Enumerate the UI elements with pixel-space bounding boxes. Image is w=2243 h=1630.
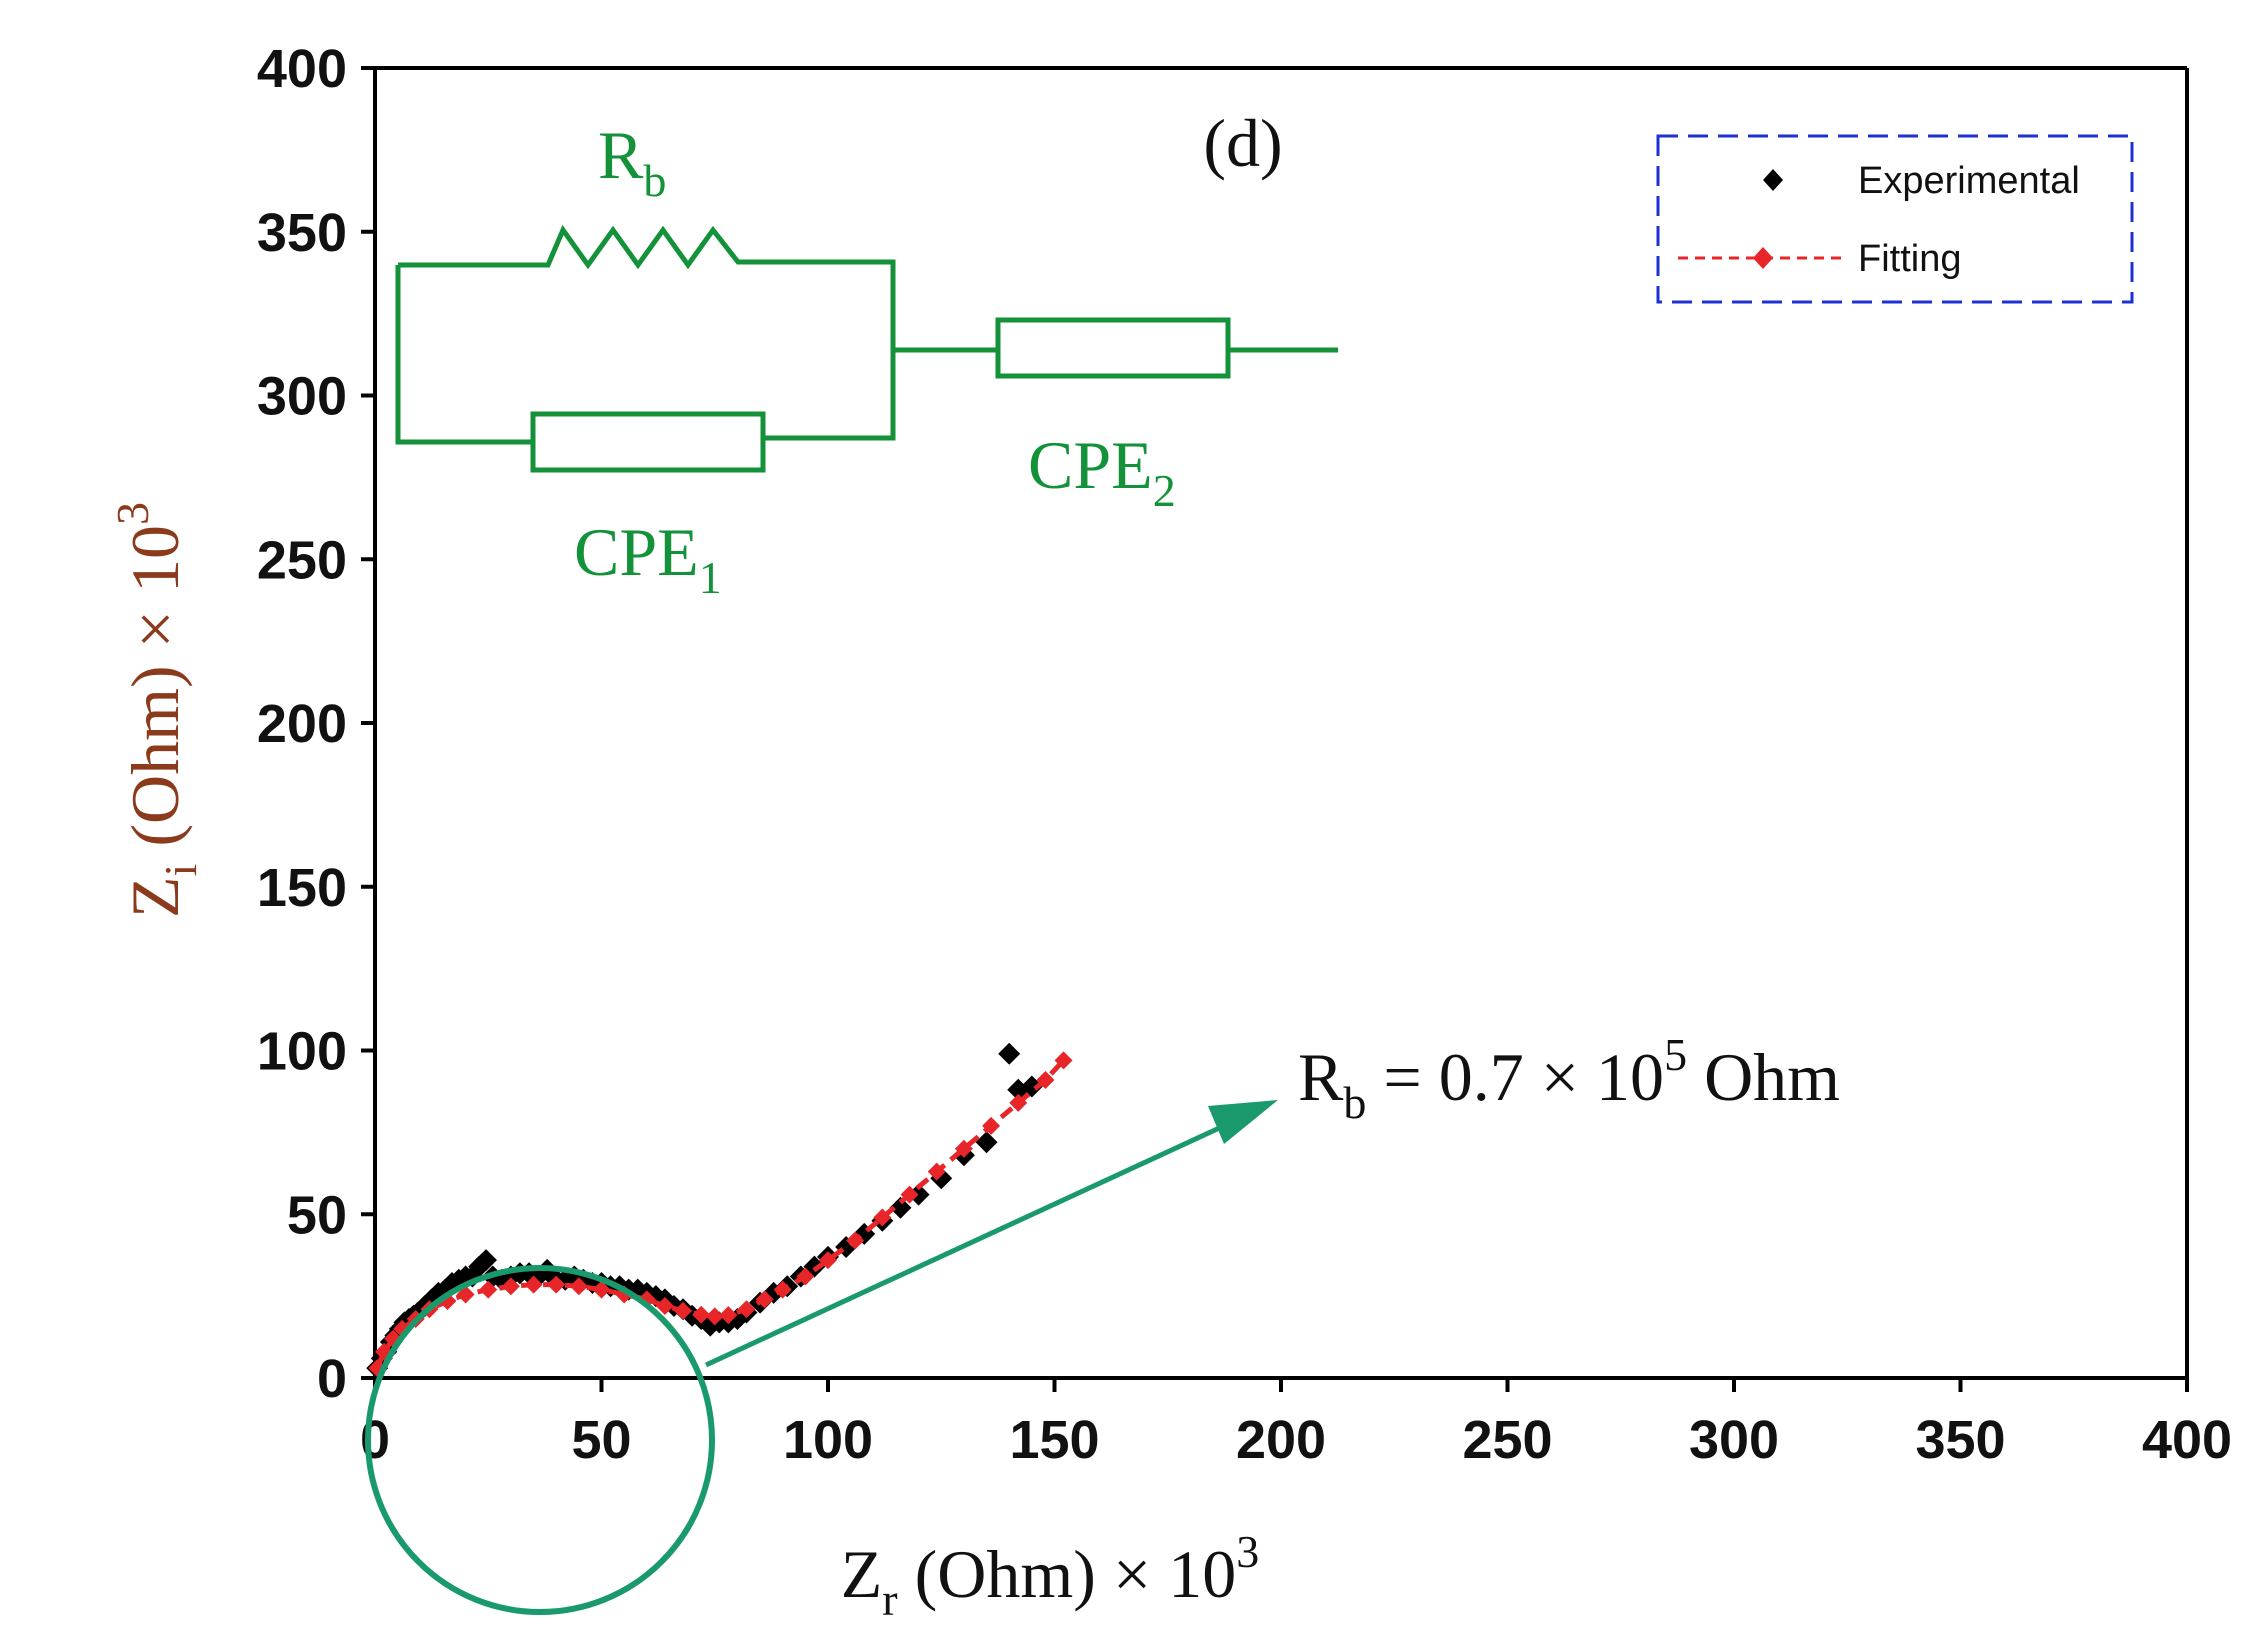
x-label-sub: r [882, 1574, 897, 1625]
fitting-point [547, 1275, 566, 1294]
fitting-point [719, 1306, 738, 1325]
rb-arrow-shaft [704, 1121, 1230, 1368]
circuit-resistor-branch [398, 224, 896, 352]
fitting-point [846, 1231, 865, 1250]
fitting-point [819, 1251, 837, 1270]
x-tick-label: 200 [1236, 1410, 1326, 1470]
experimental-point [474, 1249, 497, 1272]
legend-fitting-label: Fitting [1858, 238, 1961, 280]
chart-title: (d) [1203, 105, 1282, 181]
circuit-cpe2-label: CPE2 [1028, 427, 1176, 516]
fitting-point [796, 1267, 815, 1286]
fitting-point [982, 1116, 1001, 1135]
fitting-point [592, 1280, 611, 1299]
y-tick-label: 100 [257, 1022, 347, 1082]
experimental-point [998, 1042, 1021, 1065]
fitting-point [954, 1139, 973, 1158]
fitting-point [1054, 1051, 1073, 1070]
circuit-cpe1-main: CPE [574, 514, 699, 590]
fitting-point [737, 1300, 756, 1319]
x-tick-label: 250 [1462, 1410, 1552, 1470]
fitting-point [524, 1275, 543, 1294]
legend-border [1656, 134, 2134, 304]
circuit-cpe2-main: CPE [1028, 427, 1153, 503]
fitting-point [755, 1290, 774, 1309]
y-label-main: Z [117, 876, 193, 918]
x-axis-label: Zr (Ohm) × 103 [841, 1526, 1260, 1625]
fitting-point [479, 1280, 498, 1299]
y-label-sub: i [155, 864, 206, 877]
circuit-cpe1-right-wire [763, 352, 896, 441]
rb-value-label: Rb = 0.7 × 105 Ohm [1298, 1029, 1840, 1128]
fitting-point [773, 1280, 792, 1299]
rb-value-sub: b [1343, 1077, 1366, 1128]
rb-value-main: R [1298, 1039, 1344, 1115]
rb-value-rest: = 0.7 × 10 [1366, 1039, 1664, 1115]
x-tick-label: 100 [783, 1410, 873, 1470]
fitting-point [655, 1296, 674, 1315]
y-tick-label: 300 [257, 367, 347, 427]
x-tick-label: 150 [1009, 1410, 1099, 1470]
equivalent-circuit-diagram [395, 224, 1338, 473]
y-tick-label: 400 [257, 39, 347, 99]
y-axis-label: Zi (Ohm) × 103 [107, 502, 206, 918]
x-axis-ticks: 0 50 100 150 200 250 300 350 400 [360, 1378, 2232, 1470]
y-tick-label: 0 [317, 1349, 347, 1409]
circuit-cpe1-label: CPE1 [574, 514, 722, 603]
circuit-cpe1-element [530, 411, 766, 473]
fitting-point [1009, 1093, 1028, 1112]
fitting-point [674, 1301, 693, 1320]
x-label-main: Z [841, 1536, 883, 1612]
x-label-rest: (Ohm) × 10 [898, 1536, 1237, 1612]
x-label-sup: 3 [1236, 1526, 1259, 1577]
y-axis-ticks: 0 50 100 150 200 250 300 350 400 [257, 39, 375, 1409]
rb-arrow-head [1208, 1100, 1278, 1144]
experimental-point [907, 1183, 930, 1206]
y-tick-label: 150 [257, 858, 347, 918]
fitting-point [705, 1307, 724, 1326]
fitting-point [927, 1162, 946, 1181]
circuit-cpe2-sub: 2 [1153, 465, 1176, 516]
legend-fitting-marker [1753, 247, 1773, 269]
semicircle-highlight-circle [365, 1265, 715, 1615]
legend: Experimental Fitting [1656, 134, 2134, 304]
y-tick-label: 350 [257, 203, 347, 263]
experimental-point [975, 1131, 998, 1154]
circuit-rb-sub: b [643, 155, 666, 206]
y-tick-label: 50 [287, 1185, 347, 1245]
circuit-rb-main: R [598, 117, 644, 193]
legend-experimental-marker [1763, 169, 1783, 191]
circuit-rb-label: Rb [598, 117, 666, 206]
fitting-point [692, 1305, 711, 1324]
fitting-point [873, 1208, 892, 1227]
fitting-point [569, 1277, 588, 1296]
y-label-rest: (Ohm) × 10 [117, 525, 193, 864]
x-tick-label: 350 [1915, 1410, 2005, 1470]
rb-value-tail: Ohm [1687, 1039, 1840, 1115]
fitting-point [501, 1277, 520, 1296]
rb-annotation: Rb = 0.7 × 105 Ohm [365, 1029, 1840, 1615]
experimental-point [889, 1196, 912, 1219]
x-tick-label: 50 [571, 1410, 631, 1470]
y-tick-label: 200 [257, 694, 347, 754]
x-tick-label: 400 [2142, 1410, 2232, 1470]
experimental-point [1020, 1075, 1043, 1098]
fitting-point [1036, 1070, 1055, 1089]
series-experimental [366, 1042, 1043, 1380]
legend-experimental-label: Experimental [1858, 160, 2080, 202]
y-label-sup: 3 [107, 502, 158, 525]
circuit-cpe1-sub: 1 [699, 552, 722, 603]
rb-value-sup: 5 [1664, 1029, 1687, 1080]
circuit-cpe2-element [995, 317, 1231, 379]
y-tick-label: 250 [257, 530, 347, 590]
fitting-point [900, 1185, 919, 1204]
x-tick-label: 300 [1689, 1410, 1779, 1470]
x-tick-label: 0 [360, 1410, 390, 1470]
circuit-left-wire [395, 265, 533, 445]
